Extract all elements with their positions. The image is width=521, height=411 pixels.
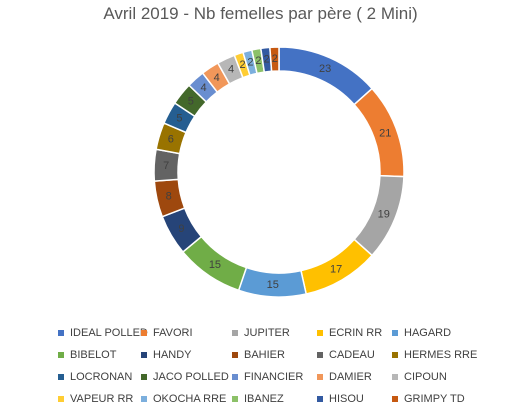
legend-label-9: HERMES RRE: [404, 349, 478, 361]
legend-item-2: JUPITER: [232, 323, 317, 343]
legend-swatch-17: [232, 396, 238, 402]
legend-swatch-5: [58, 352, 64, 358]
slice-19: [269, 46, 280, 73]
slice-label-0: 23: [319, 63, 331, 75]
legend-item-12: FINANCIER: [232, 367, 317, 387]
legend-swatch-0: [58, 330, 64, 336]
legend-swatch-6: [141, 352, 147, 358]
slice-label-2: 19: [378, 208, 390, 220]
legend-label-3: ECRIN RR: [329, 327, 383, 339]
legend-label-15: VAPEUR RR: [70, 393, 134, 405]
legend-swatch-2: [232, 330, 238, 336]
slice-0: [278, 46, 374, 106]
legend-item-10: LOCRONAN: [58, 367, 141, 387]
legend-item-17: IBANEZ: [232, 389, 317, 409]
legend-item-6: HANDY: [141, 345, 232, 365]
slice-label-4: 15: [267, 279, 279, 291]
slice-label-3: 17: [330, 264, 342, 276]
slice-label-16: 2: [247, 57, 253, 69]
legend-item-1: FAVORI: [141, 323, 232, 343]
slice-label-5: 15: [209, 259, 221, 271]
legend-item-13: DAMIER: [317, 367, 392, 387]
legend-item-11: JACO POLLED: [141, 367, 232, 387]
legend-swatch-9: [392, 352, 398, 358]
legend-label-8: CADEAU: [329, 349, 375, 361]
legend-item-0: IDEAL POLLED: [58, 323, 148, 343]
legend-item-18: HISOU: [317, 389, 392, 409]
legend-item-15: VAPEUR RR: [58, 389, 141, 409]
legend-label-12: FINANCIER: [244, 371, 304, 383]
legend-swatch-11: [141, 374, 147, 380]
chart-legend: IDEAL POLLED FAVORI JUPITER ECRIN RR HAGARD B…: [58, 323, 477, 409]
legend-swatch-3: [317, 330, 323, 336]
slice-label-7: 8: [166, 191, 172, 203]
legend-label-14: CIPOUN: [404, 371, 447, 383]
legend-label-1: FAVORI: [153, 327, 193, 339]
legend-item-4: HAGARD: [392, 323, 472, 343]
chart-title: Avril 2019 - Nb femelles par père ( 2 Mi…: [103, 4, 418, 23]
legend-swatch-13: [317, 374, 323, 380]
legend-swatch-19: [392, 396, 398, 402]
slice-label-15: 2: [239, 59, 245, 71]
slice-label-14: 4: [228, 64, 234, 76]
legend-label-18: HISOU: [329, 393, 364, 405]
legend-item-5: BIBELOT: [58, 345, 141, 365]
legend-swatch-12: [232, 374, 238, 380]
legend-item-19: GRIMPY TD: [392, 389, 472, 409]
legend-label-16: OKOCHA RRE: [153, 393, 227, 405]
legend-item-9: HERMES RRE: [392, 345, 477, 365]
legend-swatch-15: [58, 396, 64, 402]
legend-label-19: GRIMPY TD: [404, 393, 465, 405]
legend-label-17: IBANEZ: [244, 393, 284, 405]
legend-label-11: JACO POLLED: [153, 371, 229, 383]
legend-item-8: CADEAU: [317, 345, 392, 365]
legend-label-7: BAHIER: [244, 349, 285, 361]
slice-label-1: 21: [379, 128, 391, 140]
legend-label-2: JUPITER: [244, 327, 290, 339]
legend-swatch-16: [141, 396, 147, 402]
slice-label-11: 5: [188, 95, 194, 107]
legend-swatch-18: [317, 396, 323, 402]
legend-swatch-8: [317, 352, 323, 358]
slice-label-17: 2: [255, 55, 261, 67]
legend-item-14: CIPOUN: [392, 367, 472, 387]
legend-label-6: HANDY: [153, 349, 192, 361]
slice-label-19: 2: [272, 53, 278, 65]
legend-swatch-1: [141, 330, 147, 336]
legend-swatch-4: [392, 330, 398, 336]
slice-label-8: 7: [163, 160, 169, 172]
legend-swatch-14: [392, 374, 398, 380]
legend-item-3: ECRIN RR: [317, 323, 392, 343]
slice-label-10: 5: [176, 113, 182, 125]
legend-label-10: LOCRONAN: [70, 371, 133, 383]
legend-label-13: DAMIER: [329, 371, 372, 383]
slice-label-6: 9: [178, 223, 184, 235]
legend-swatch-10: [58, 374, 64, 380]
slice-label-9: 6: [168, 133, 174, 145]
legend-swatch-7: [232, 352, 238, 358]
legend-item-16: OKOCHA RRE: [141, 389, 232, 409]
legend-label-5: BIBELOT: [70, 349, 117, 361]
slice-label-18: 2: [264, 54, 270, 66]
legend-label-0: IDEAL POLLED: [70, 327, 148, 339]
legend-item-7: BAHIER: [232, 345, 317, 365]
slice-label-12: 4: [201, 82, 207, 94]
slice-label-13: 4: [214, 72, 220, 84]
legend-label-4: HAGARD: [404, 327, 452, 339]
